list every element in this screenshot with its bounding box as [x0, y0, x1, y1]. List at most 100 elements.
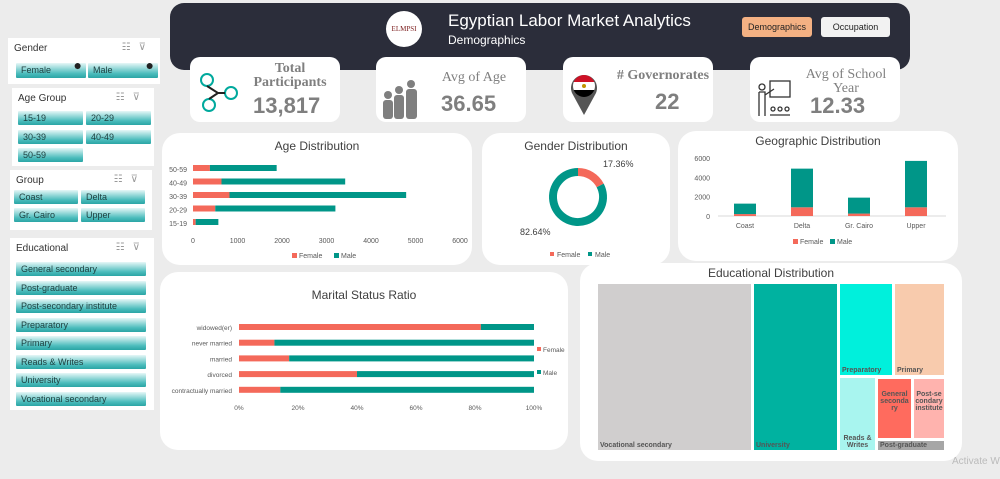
legend-label: Female: [299, 253, 322, 260]
slicer-item-coast[interactable]: Coast: [14, 190, 78, 204]
age-bar-male: [195, 219, 219, 225]
marital-x-tick: 80%: [468, 405, 481, 412]
legend-label: Male: [543, 370, 557, 377]
marital-x-tick: 20%: [291, 405, 304, 412]
geo-y-tick: 2000: [694, 195, 710, 202]
age-x-tick: 6000: [452, 238, 468, 245]
educational-treemap: Vocational secondary University Preparator…: [597, 283, 945, 451]
slicer-item-30-39[interactable]: 30-39: [18, 130, 83, 144]
slicer-item-15-19[interactable]: 15-19: [18, 111, 83, 125]
marital-status-card: Marital Status Ratio contractually marri…: [160, 272, 568, 450]
activate-windows-watermark: Activate W: [952, 456, 1000, 467]
legend-label: Male: [595, 252, 610, 259]
family-icon: [383, 80, 417, 119]
clear-filter-icon[interactable]: ⊽: [132, 242, 148, 253]
treemap-tile[interactable]: University: [753, 283, 838, 451]
treemap-tile[interactable]: Post-graduate: [877, 440, 945, 451]
marital-bar-male: [280, 386, 534, 393]
treemap-tile[interactable]: Reads & Writes: [839, 377, 876, 451]
slicer-item-education[interactable]: Reads & Writes: [16, 354, 146, 369]
age-bar-female: [193, 219, 196, 225]
geo-x-label: Coast: [736, 223, 754, 230]
age-x-tick: 0: [191, 238, 195, 245]
clear-filter-icon[interactable]: ⊽: [130, 174, 146, 185]
treemap-label: Primary: [897, 367, 924, 374]
kpi-value: 36.65: [441, 91, 497, 116]
clear-filter-icon[interactable]: ⊽: [138, 42, 154, 53]
marital-category-label: divorced: [207, 372, 232, 379]
slicer-item-40-49[interactable]: 40-49: [86, 130, 151, 144]
clear-filter-icon[interactable]: ⊽: [132, 92, 148, 103]
legend-label: Female: [543, 347, 565, 354]
slicer-item-education[interactable]: Primary: [16, 336, 146, 350]
legend-swatch: [334, 253, 339, 258]
slicer-controls: ☷⊽: [122, 42, 154, 53]
slicer-item-education[interactable]: Vocational secondary: [16, 391, 146, 406]
slicer-title: Educational: [16, 243, 69, 254]
educational-distribution-card: Educational Distribution Vocational seco…: [580, 263, 962, 461]
treemap-label: General secondary: [880, 391, 909, 412]
slicer-item-upper[interactable]: Upper: [81, 208, 145, 222]
slicer-item-female[interactable]: Female ●: [16, 58, 86, 78]
slicer-item-education[interactable]: Post-graduate: [16, 280, 146, 295]
kpi-total-participants: Total Participants 13,817: [190, 57, 340, 122]
age-category-label: 30-39: [169, 194, 187, 201]
marital-bar-male: [274, 339, 534, 346]
kpi-label: # Governorates: [616, 68, 710, 83]
slicer-controls: ☷⊽: [114, 174, 146, 185]
marital-x-tick: 100%: [526, 405, 543, 412]
treemap-tile[interactable]: Vocational secondary: [597, 283, 752, 451]
kpi-value: 22: [655, 89, 680, 114]
kpi-governorates: # Governorates 22: [563, 57, 713, 122]
slicer-item-20-29[interactable]: 20-29: [86, 111, 151, 125]
page-title: Egyptian Labor Market Analytics: [448, 11, 691, 30]
slicer-title: Age Group: [18, 93, 67, 104]
multi-select-icon[interactable]: ☷: [121, 42, 139, 53]
treemap-tile[interactable]: General secondary: [877, 378, 912, 439]
gender-slicer: Gender ☷⊽ Female ● Male ●: [8, 38, 160, 84]
data-label-male: 82.64%: [520, 227, 551, 237]
donut-slice-female: [577, 168, 604, 188]
geographic-distribution-chart: 0 2000 4000 6000 Coast Delta Gr. Cairo Upper Fem…: [694, 156, 946, 246]
treemap-label: Vocational secondary: [600, 442, 672, 449]
age-distribution-chart: 15-19 20-29 30-39 40-49 50-59 0 1000 2000 3000 40…: [169, 165, 468, 260]
slicer-item-50-59[interactable]: 50-59: [18, 148, 83, 162]
legend-swatch: [537, 370, 541, 374]
treemap-tile[interactable]: Post-secondary institute: [913, 378, 945, 439]
age-group-slicer: Age Group ☷⊽ 15-19 20-29 30-39 40-49 50-…: [12, 88, 154, 166]
occupation-button[interactable]: Occupation: [821, 17, 890, 37]
multi-select-icon[interactable]: ☷: [115, 242, 133, 253]
page-subtitle: Demographics: [448, 33, 526, 47]
gender-distribution-chart: 17.36% 82.64% Female Male: [520, 159, 634, 259]
chart-title: Gender Distribution: [524, 139, 628, 153]
slicer-item-education[interactable]: University: [16, 373, 146, 387]
slicer-item-gr-cairo[interactable]: Gr. Cairo: [14, 208, 78, 222]
marital-bar-female: [239, 324, 481, 330]
multi-select-icon[interactable]: ☷: [115, 92, 133, 103]
demographics-button[interactable]: Demographics: [742, 17, 812, 37]
multi-select-icon[interactable]: ☷: [113, 174, 131, 185]
treemap-label: Preparatory: [842, 367, 882, 374]
geo-bar-male: [734, 203, 756, 215]
treemap-tile[interactable]: Primary: [894, 283, 945, 376]
age-x-tick: 5000: [408, 238, 424, 245]
age-bar-female: [193, 165, 210, 171]
legend-swatch: [588, 252, 592, 256]
legend-label: Male: [341, 253, 356, 260]
logo-text: ELMPSI: [391, 25, 417, 33]
data-label-female: 17.36%: [603, 159, 634, 169]
geo-bar-female: [791, 207, 813, 216]
geo-bar-male: [791, 168, 813, 208]
legend-swatch: [793, 239, 798, 244]
slicer-item-education[interactable]: Preparatory: [16, 317, 146, 332]
treemap-label: Reads & Writes: [843, 435, 872, 449]
slicer-item-delta[interactable]: Delta: [81, 190, 145, 204]
slicer-title: Group: [16, 175, 44, 186]
legend-swatch: [830, 239, 835, 244]
slicer-item-male[interactable]: Male ●: [88, 58, 158, 78]
legend-label: Female: [557, 252, 580, 259]
treemap-tile[interactable]: Preparatory: [839, 283, 893, 376]
slicer-item-education[interactable]: General secondary: [16, 262, 146, 276]
marital-bar-male: [480, 324, 534, 330]
slicer-item-education[interactable]: Post-secondary institute: [16, 299, 146, 313]
